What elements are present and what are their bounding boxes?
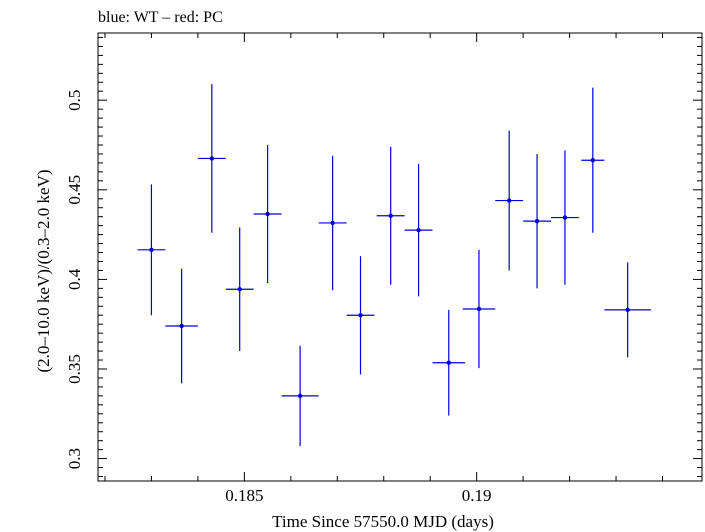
- point-marker: [416, 227, 421, 233]
- point-marker: [179, 323, 184, 329]
- data-point: [225, 227, 254, 352]
- point-marker: [388, 213, 393, 218]
- data-point: [376, 146, 405, 285]
- data-point: [604, 262, 651, 358]
- point-marker: [446, 360, 451, 365]
- point-marker: [534, 218, 540, 224]
- data-point: [432, 309, 466, 416]
- point-marker: [149, 247, 154, 253]
- plot-frame: [97, 32, 703, 482]
- data-point: [137, 184, 166, 316]
- x-axis-ticks: 0.185 0.19: [104, 33, 664, 505]
- data-point: [495, 130, 524, 271]
- data-point: [523, 153, 551, 289]
- data-point: [318, 155, 347, 291]
- point-marker: [297, 393, 303, 399]
- data-point: [581, 87, 605, 233]
- y-tick-label: 0.4: [65, 268, 84, 290]
- point-marker: [358, 313, 363, 318]
- point-marker: [590, 158, 596, 163]
- x-axis-label: Time Since 57550.0 MJD (days): [272, 512, 494, 531]
- data-point: [281, 345, 319, 447]
- data-layer: [137, 84, 651, 447]
- point-marker: [265, 211, 270, 217]
- y-axis-ticks: 0.3 0.35 0.4 0.45 0.5: [65, 36, 702, 478]
- data-point: [197, 84, 226, 233]
- point-marker: [209, 156, 215, 161]
- data-point: [346, 256, 375, 375]
- x-tick-label: 0.185: [225, 486, 263, 505]
- point-marker: [625, 307, 630, 313]
- data-point: [404, 163, 433, 297]
- y-tick-label: 0.5: [65, 90, 84, 111]
- y-axis-label: (2.0–10.0 keV)/(0.3–2.0 keV): [34, 169, 53, 372]
- chart-title: blue: WT – red: PC: [98, 9, 223, 26]
- point-marker: [330, 220, 335, 226]
- point-marker: [476, 306, 482, 312]
- point-marker: [562, 215, 568, 220]
- y-tick-label: 0.45: [65, 175, 84, 205]
- data-point: [253, 145, 282, 283]
- data-point: [165, 268, 198, 384]
- point-marker: [237, 287, 242, 292]
- x-tick-label: 0.19: [462, 486, 492, 505]
- point-marker: [506, 198, 512, 203]
- data-point: [551, 150, 579, 285]
- y-tick-label: 0.35: [65, 354, 84, 384]
- data-point: [462, 249, 496, 369]
- y-tick-label: 0.3: [65, 448, 84, 469]
